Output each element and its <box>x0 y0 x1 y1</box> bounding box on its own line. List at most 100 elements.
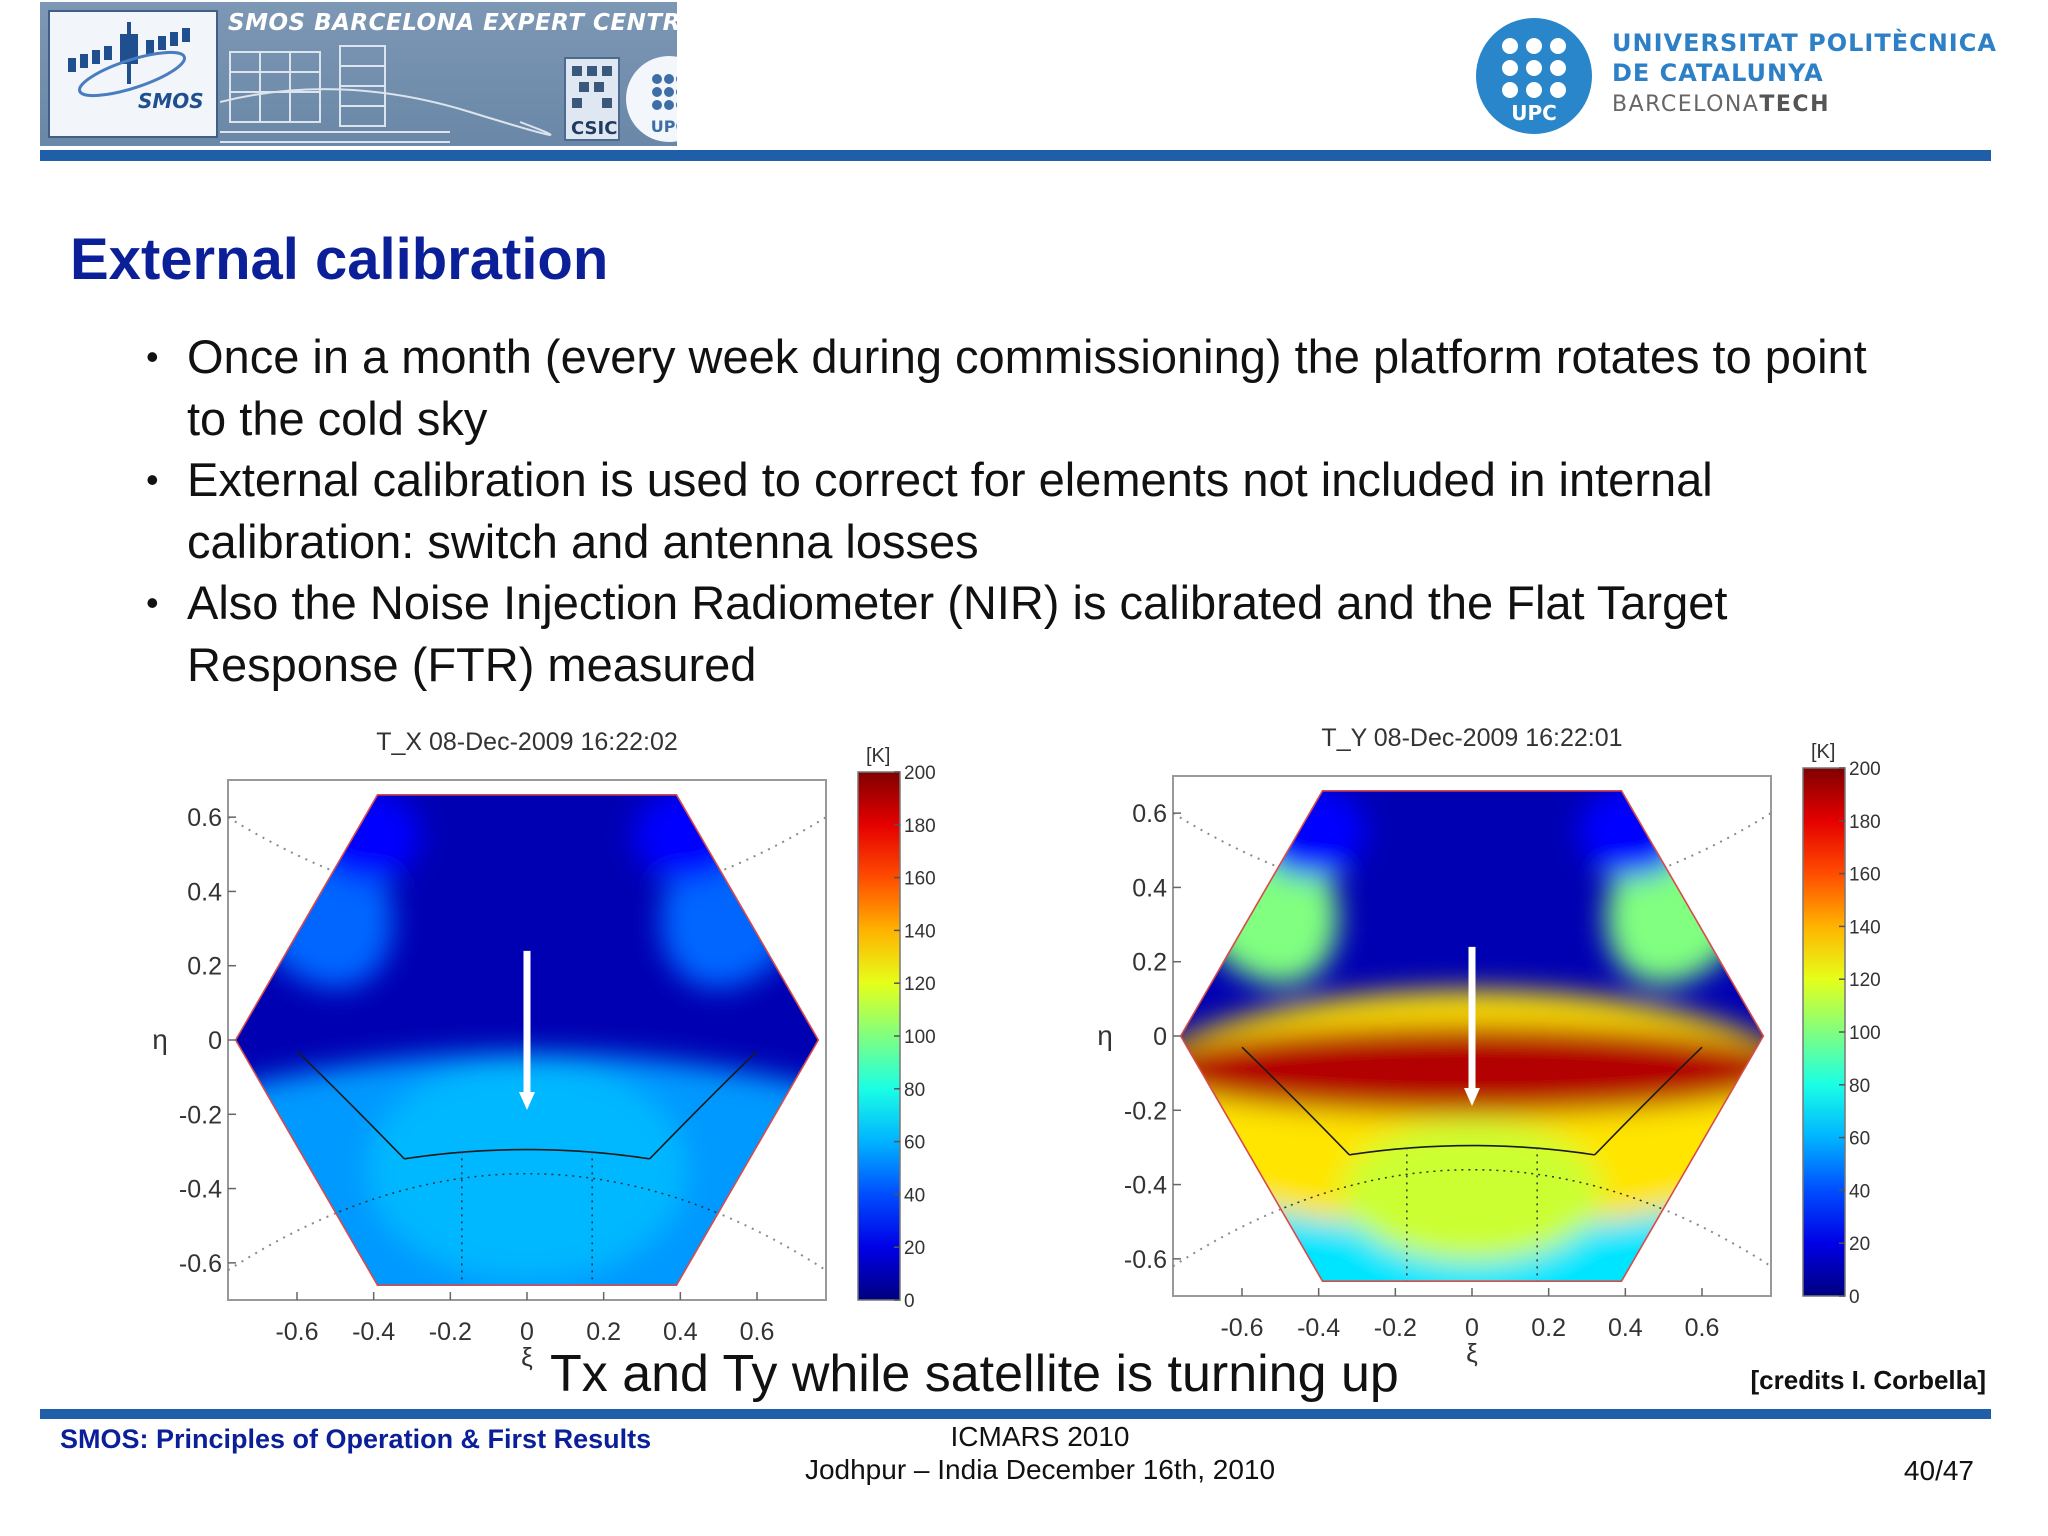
y-axis-label: η <box>152 1024 168 1055</box>
down-arrow-icon <box>1464 1088 1480 1106</box>
colorbar-tick-label: 40 <box>904 1185 925 1206</box>
hexagon-outline <box>1179 790 1765 1282</box>
contour-lines <box>1241 1046 1703 1156</box>
colorbar-tick-label: 80 <box>904 1080 925 1101</box>
banner-title: SMOS BARCELONA EXPERT CENTRE <box>228 10 677 36</box>
colorbar-tick-label: 120 <box>904 974 936 995</box>
x-tick-label: 0.4 <box>663 1318 698 1346</box>
university-line3b: TECH <box>1759 92 1830 117</box>
upc-badge-text: UPC <box>1511 101 1557 125</box>
bullet-text: Also the Noise Injection Radiometer (NIR… <box>187 576 1728 691</box>
bullet-dot: • <box>146 336 159 377</box>
colorbar-tick-label: 20 <box>1849 1234 1870 1255</box>
contour-lines <box>296 1050 758 1160</box>
bullet-list: • Once in a month (every week during comm… <box>140 326 1900 695</box>
bullet-item: • Also the Noise Injection Radiometer (NI… <box>140 572 1900 695</box>
colorbar-tick-label: 80 <box>1849 1076 1870 1097</box>
colorbar <box>1802 767 1846 1297</box>
contour-arc <box>1594 1046 1703 1156</box>
footer-presentation-title: SMOS: Principles of Operation & First Re… <box>60 1424 652 1454</box>
colorbar <box>857 771 901 1301</box>
hexagon-outline <box>234 794 820 1286</box>
ty-brightness-temperature-plot: -0.6 -0.4 -0.2 0 0.2 0.4 0.6 0.6 0.4 0.2 0 -0.2 -0.4… <box>1097 724 1881 1368</box>
y-tick-label: -0.2 <box>1124 1097 1167 1125</box>
x-tick-label: -0.4 <box>352 1318 395 1346</box>
building-illustration: CSIC UPC <box>220 45 677 143</box>
colorbar-unit-label: [K] <box>1811 741 1835 763</box>
grid-dotted <box>227 816 827 1272</box>
y-tick-label: 0.2 <box>1132 949 1167 977</box>
x-tick-label: 0.4 <box>1608 1314 1643 1342</box>
y-tick-label: -0.6 <box>1124 1246 1167 1274</box>
contour-arc <box>1349 1144 1595 1156</box>
colorbar-tick-label: 160 <box>904 869 936 890</box>
grid-dotted <box>1172 812 1772 1268</box>
x-tick-label: -0.6 <box>275 1318 318 1346</box>
y-tick-label: -0.4 <box>1124 1172 1167 1200</box>
y-tick-label: -0.6 <box>179 1250 222 1278</box>
y-tick-label: -0.4 <box>179 1176 222 1204</box>
down-arrow-icon <box>519 1092 535 1110</box>
bullet-item: • External calibration is used to correct… <box>140 449 1900 572</box>
x-tick-label: 0.6 <box>740 1318 775 1346</box>
colorbar-tick-label: 140 <box>904 921 936 942</box>
grid-arc <box>227 1172 827 1272</box>
contour-arc <box>404 1148 650 1160</box>
colorbar-tick-label: 20 <box>904 1238 925 1259</box>
colorbar-tick-label: 180 <box>1849 812 1881 833</box>
footer-event: ICMARS 2010 Jodhpur – India December 16t… <box>690 1420 1390 1486</box>
footer-rule <box>40 1409 1991 1419</box>
upc-logo: UPC <box>1476 18 1592 134</box>
colorbar-tick-label: 100 <box>904 1027 936 1048</box>
earth-center-spot <box>1342 1122 1602 1262</box>
colorbar-unit-label: [K] <box>866 745 890 767</box>
colorbar-tick-label: 0 <box>904 1291 915 1312</box>
y-tick-label: 0 <box>1153 1023 1167 1051</box>
colorbar-tick-label: 180 <box>904 816 936 837</box>
upc-small-text: UPC <box>651 117 677 136</box>
footer-location-date: Jodhpur – India December 16th, 2010 <box>804 1454 1276 1485</box>
credits: [credits I. Corbella] <box>1750 1365 1987 1395</box>
x-tick-label: 0 <box>1465 1314 1479 1342</box>
colorbar-tick-label: 60 <box>1849 1129 1870 1150</box>
y-tick-label: -0.2 <box>179 1101 222 1129</box>
tx-brightness-temperature-plot: -0.6 -0.4 -0.2 0 0.2 0.4 0.6 0.6 0.4 0.2 0 -0.2 -0.4… <box>152 728 936 1372</box>
y-tick-label: 0.6 <box>187 804 222 832</box>
x-tick-label: -0.6 <box>1220 1314 1263 1342</box>
x-tick-label: -0.2 <box>429 1318 472 1346</box>
x-axis-label: ξ <box>521 1342 533 1372</box>
colorbar-tick-label: 40 <box>1849 1181 1870 1202</box>
bullet-text: Once in a month (every week during commi… <box>187 330 1867 445</box>
university-name: UNIVERSITAT POLITÈCNICA DE CATALUNYA <box>1612 28 1997 88</box>
footer-conference: ICMARS 2010 <box>950 1421 1130 1452</box>
university-line2: DE CATALUNYA <box>1612 59 1824 87</box>
colorbar-tick-label: 160 <box>1849 865 1881 886</box>
colorbar-tick-label: 200 <box>1849 759 1881 780</box>
bullet-text: External calibration is used to correct … <box>187 453 1713 568</box>
page-number: 40/47 <box>1903 1455 1974 1486</box>
y-tick-label: 0.6 <box>1132 800 1167 828</box>
contour-arc <box>296 1050 405 1160</box>
bullet-item: • Once in a month (every week during comm… <box>140 326 1900 449</box>
y-axis-label: η <box>1097 1020 1113 1051</box>
contour-arc <box>1241 1046 1350 1156</box>
slide-title: External calibration <box>70 227 609 292</box>
x-tick-label: 0.2 <box>1531 1314 1566 1342</box>
colorbar-tick-label: 0 <box>1849 1287 1860 1308</box>
university-line3a: BARCELONA <box>1612 92 1760 117</box>
y-tick-label: 0.4 <box>1132 874 1167 902</box>
smos-bec-banner: SMOS SMOS BARCELONA EXPERT CENTRE CSIC U… <box>40 2 677 146</box>
university-subtitle: BARCELONATECH <box>1612 92 1830 117</box>
grid-arc <box>1172 1168 1772 1268</box>
x-tick-label: -0.4 <box>1297 1314 1340 1342</box>
plot-title: T_Y 08-Dec-2009 16:22:01 <box>1321 724 1622 752</box>
x-tick-label: 0.2 <box>586 1318 621 1346</box>
colorbar-tick-label: 140 <box>1849 917 1881 938</box>
y-tick-label: 0.4 <box>187 878 222 906</box>
colorbar-tick-label: 120 <box>1849 970 1881 991</box>
colorbar-tick-label: 60 <box>904 1133 925 1154</box>
bullet-dot: • <box>146 459 159 500</box>
y-tick-label: 0 <box>208 1027 222 1055</box>
y-tick-label: 0.2 <box>187 953 222 981</box>
bullet-dot: • <box>146 582 159 623</box>
